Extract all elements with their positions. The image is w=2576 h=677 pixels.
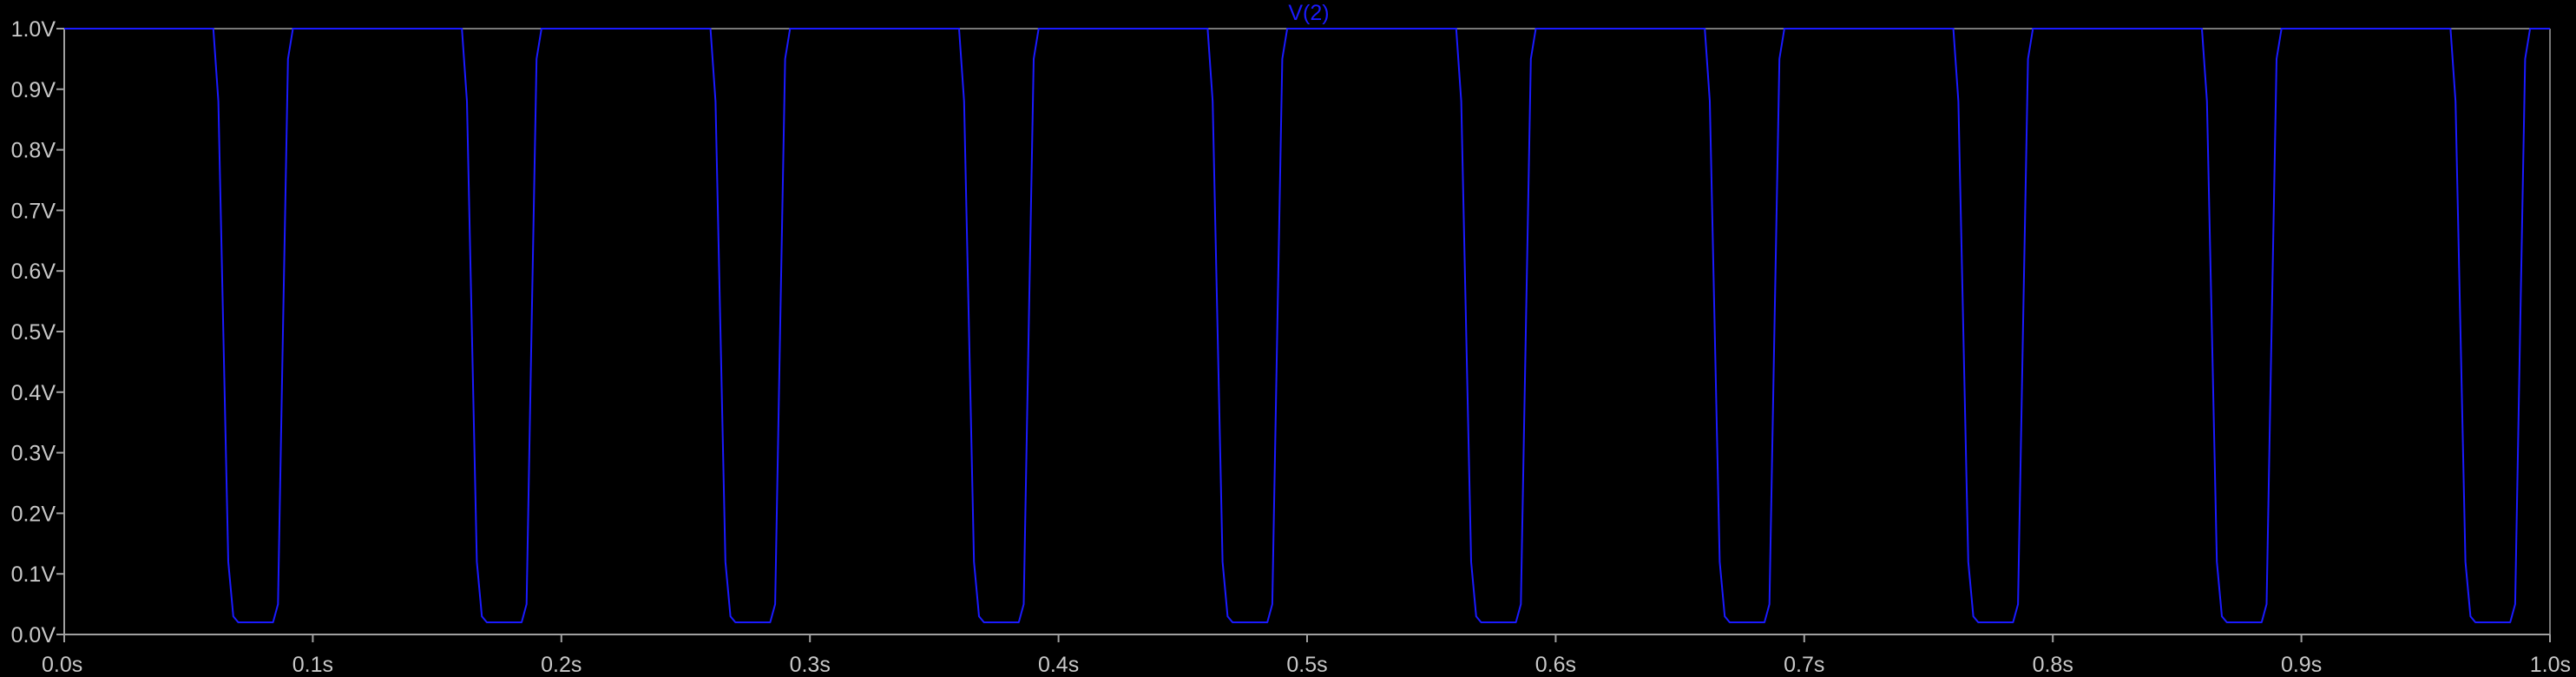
x-tick-label: 0.5s bbox=[1286, 653, 1327, 677]
y-tick-label: 1.0V bbox=[11, 17, 56, 42]
y-tick-label: 0.7V bbox=[11, 199, 56, 223]
trace-label-v2[interactable]: V(2) bbox=[1288, 1, 1329, 25]
y-tick-label: 0.8V bbox=[11, 139, 56, 163]
y-tick-label: 0.0V bbox=[11, 623, 56, 647]
x-tick-label: 0.3s bbox=[790, 653, 831, 677]
x-tick-label: 0.7s bbox=[1784, 653, 1824, 677]
y-tick-label: 0.5V bbox=[11, 320, 56, 345]
tick-marks bbox=[56, 28, 2551, 642]
tick-labels: 0.0s 0.1s 0.2s 0.3s 0.4s 0.5s 0.6s 0.7s 0.8s 0.9s… bbox=[11, 17, 2571, 677]
x-tick-label: 1.0s bbox=[2530, 653, 2571, 677]
x-tick-label: 0.2s bbox=[541, 653, 582, 677]
x-tick-label: 0.8s bbox=[2033, 653, 2073, 677]
y-tick-label: 0.9V bbox=[11, 78, 56, 102]
trace-labels: V(2) bbox=[1288, 1, 1329, 25]
y-tick-label: 0.1V bbox=[11, 562, 56, 587]
y-tick-label: 0.3V bbox=[11, 442, 56, 466]
x-tick-label: 0.6s bbox=[1535, 653, 1576, 677]
x-tick-label: 0.0s bbox=[42, 653, 82, 677]
y-tick-label: 0.4V bbox=[11, 381, 56, 405]
y-tick-label: 0.2V bbox=[11, 502, 56, 526]
x-tick-label: 0.9s bbox=[2281, 653, 2322, 677]
y-tick-label: 0.6V bbox=[11, 260, 56, 284]
traces bbox=[64, 28, 2550, 623]
trace-v2 bbox=[64, 28, 2550, 623]
x-tick-label: 0.1s bbox=[292, 653, 333, 677]
x-tick-label: 0.4s bbox=[1038, 653, 1079, 677]
